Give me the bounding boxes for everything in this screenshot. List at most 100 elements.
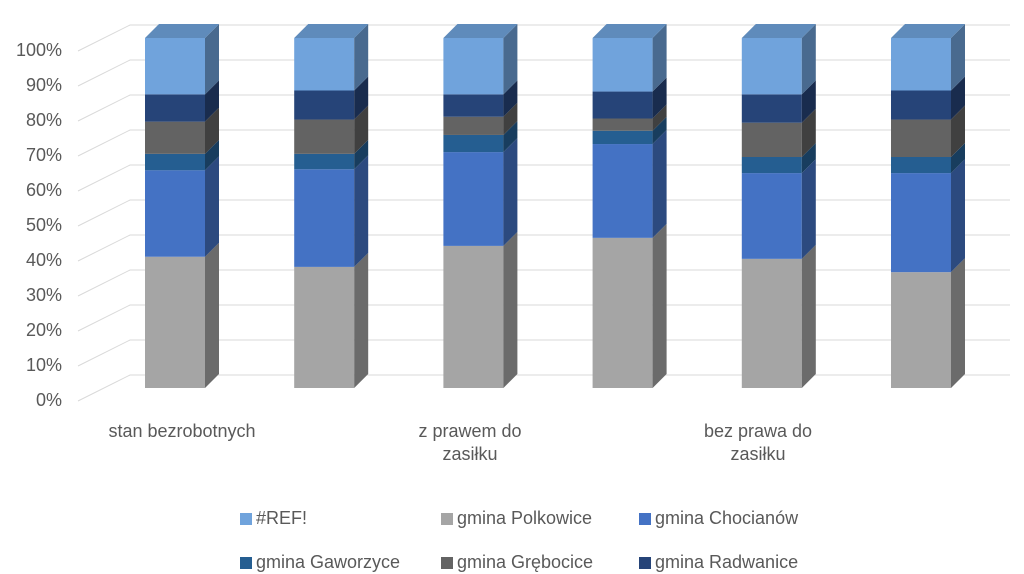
bar-segment: [741, 108, 816, 157]
bar-front: [891, 173, 951, 273]
bar-side: [503, 24, 518, 95]
bar-front: [592, 91, 653, 119]
bar-front: [891, 119, 951, 157]
bar-segment: [891, 143, 965, 174]
bar-front: [145, 170, 205, 257]
bar-front: [592, 130, 653, 145]
bar-side: [354, 105, 369, 154]
bar-front: [741, 258, 802, 388]
bar-segment: [443, 231, 518, 388]
bar-segment: [592, 24, 667, 92]
bar-side: [951, 105, 965, 157]
bar-side: [652, 77, 667, 119]
bar-segment: [443, 138, 518, 246]
bar-segment: [741, 244, 816, 388]
grid-line: [77, 59, 1010, 87]
bar-front: [294, 153, 355, 170]
bar-segment: [891, 24, 965, 91]
bar-side: [205, 156, 219, 257]
bar-side: [205, 139, 219, 171]
bar-front: [741, 38, 802, 95]
y-tick-label: 100%: [16, 40, 62, 60]
bar-front: [443, 94, 504, 117]
grid-line: [77, 24, 1010, 52]
bar-segment: [443, 102, 518, 135]
bar-front: [443, 245, 504, 388]
y-tick-label: 20%: [26, 320, 62, 340]
bar-segment: [592, 223, 667, 388]
bar-segment: [741, 159, 816, 259]
bar-segment: [443, 120, 518, 153]
bar-front: [294, 90, 355, 120]
bar-side: [354, 76, 369, 120]
bar-side: [652, 130, 667, 238]
bar-front: [741, 122, 802, 157]
bar-front: [891, 90, 951, 120]
y-tick-label: 80%: [26, 110, 62, 130]
bar-front: [741, 173, 802, 259]
y-tick-label: 10%: [26, 355, 62, 375]
y-tick-label: 50%: [26, 215, 62, 235]
bar-segment: [294, 155, 369, 267]
bar-top: [443, 24, 518, 38]
bar-front: [741, 157, 802, 174]
x-tick-label: stan bezrobotnych: [108, 421, 256, 441]
bar-segment: [294, 105, 369, 154]
bar-front: [443, 134, 504, 153]
legend-swatch: [441, 557, 453, 569]
bar-segment: [891, 76, 965, 120]
legend-swatch: [639, 513, 651, 525]
bar-segment: [592, 104, 667, 131]
bar-side: [503, 138, 518, 246]
bar-side: [354, 24, 369, 91]
bar-side: [503, 231, 518, 388]
bar-segment: [592, 130, 667, 238]
bar-segment: [145, 139, 219, 171]
grid-line: [77, 234, 1010, 262]
bar-side: [354, 252, 369, 388]
bar-side: [652, 223, 667, 388]
bar-front: [443, 38, 504, 95]
y-tick-label: 0%: [36, 390, 62, 410]
bar-segment: [741, 80, 816, 123]
bar-side: [801, 244, 816, 388]
bar-side: [354, 139, 369, 170]
bar-front: [145, 94, 205, 122]
bar-side: [205, 107, 219, 154]
bar-front: [592, 38, 653, 92]
bar-side: [951, 143, 965, 174]
bar-top: [145, 24, 219, 38]
legend-label: gmina Polkowice: [457, 508, 592, 528]
x-tick-label: z prawem do zasiłku: [418, 421, 522, 464]
y-tick-label: 40%: [26, 250, 62, 270]
bar-front: [741, 94, 802, 123]
bar-segment: [891, 159, 965, 273]
bar-front: [294, 119, 355, 154]
bar-segment: [891, 258, 965, 388]
bar-top: [592, 24, 667, 38]
bar-segment: [294, 252, 369, 388]
bar-front: [145, 256, 205, 388]
bar-segment: [592, 116, 667, 145]
bar-side: [652, 24, 667, 92]
y-tick-label: 70%: [26, 145, 62, 165]
bar-segment: [741, 24, 816, 95]
bar-front: [592, 237, 653, 388]
bar-front: [443, 152, 504, 246]
bar-front: [294, 169, 355, 267]
bar-side: [951, 24, 965, 91]
legend-label: gmina Grębocice: [457, 552, 593, 572]
bar-segment: [145, 24, 219, 95]
legend-label: gmina Radwanice: [655, 552, 798, 572]
y-tick-label: 30%: [26, 285, 62, 305]
grid-line: [77, 304, 1010, 332]
bar-side: [205, 24, 219, 95]
bar-front: [891, 38, 951, 91]
bar-segment: [891, 105, 965, 157]
bar-segment: [145, 242, 219, 388]
bar-front: [443, 116, 504, 135]
bar-side: [801, 24, 816, 95]
legend-label: #REF!: [256, 508, 307, 528]
x-tick-label: bez prawa do zasiłku: [703, 421, 813, 464]
